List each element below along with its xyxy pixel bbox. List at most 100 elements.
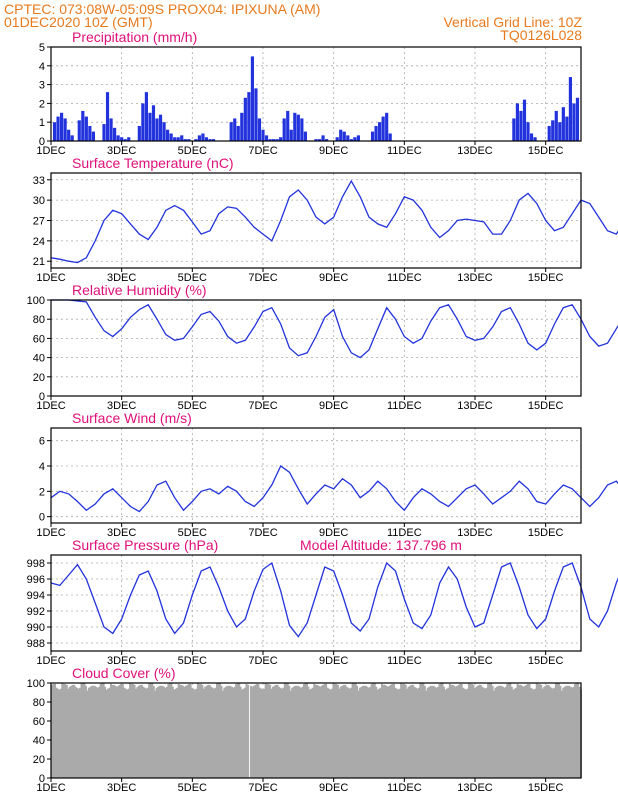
cloud-bar bbox=[106, 688, 110, 778]
cloud-bar bbox=[388, 685, 391, 778]
cloud-bar bbox=[439, 683, 443, 778]
cloud-bar bbox=[403, 683, 406, 778]
cloud-bar bbox=[285, 683, 288, 778]
panel-2: Surface Temperature (nC) 21 24 27 30 33 1DEC 3D… bbox=[33, 155, 618, 284]
cloud-bar bbox=[302, 683, 306, 778]
precip-bar bbox=[127, 137, 131, 141]
cloud-bar bbox=[295, 685, 298, 778]
cloud-bar bbox=[335, 683, 338, 778]
cloud-bar bbox=[478, 684, 481, 778]
x-tick-label: 7DEC bbox=[248, 145, 277, 157]
cloud-bar bbox=[347, 687, 350, 778]
cloud-bar bbox=[168, 683, 171, 778]
cloud-bar bbox=[485, 687, 488, 778]
cloud-bar bbox=[196, 683, 199, 778]
cloud-bar bbox=[96, 687, 99, 778]
cloud-bar bbox=[392, 683, 395, 778]
cloud-bar bbox=[261, 689, 264, 778]
cloud-bar bbox=[510, 686, 513, 778]
precip-bar bbox=[166, 129, 170, 141]
cloud-bar bbox=[341, 685, 344, 778]
cloud-bar bbox=[179, 684, 182, 778]
precip-bar bbox=[243, 97, 247, 141]
cloud-bar bbox=[77, 688, 80, 778]
cloud-bar bbox=[288, 685, 291, 778]
cloud-bar bbox=[202, 688, 205, 778]
cloud-bar bbox=[348, 688, 351, 778]
precip-bar bbox=[67, 129, 71, 141]
cloud-bar bbox=[130, 683, 133, 778]
cloud-bar bbox=[428, 686, 431, 778]
x-tick-label: 1DEC bbox=[36, 145, 65, 157]
cloud-bar bbox=[360, 686, 363, 778]
cloud-bar bbox=[310, 688, 313, 778]
x-tick-label: 13DEC bbox=[457, 145, 493, 157]
y-tick-label: 0 bbox=[39, 136, 45, 148]
cloud-bar bbox=[186, 684, 189, 778]
cloud-bar bbox=[99, 683, 102, 778]
x-tick-label: 3DEC bbox=[107, 527, 136, 539]
cloud-bar bbox=[472, 684, 475, 778]
cloud-bar bbox=[152, 685, 155, 778]
cloud-bar bbox=[578, 686, 581, 778]
cloud-bar bbox=[188, 683, 191, 778]
cloud-bar bbox=[507, 683, 510, 778]
cloud-bar bbox=[319, 686, 322, 778]
precip-bar bbox=[247, 92, 251, 141]
cloud-bar bbox=[487, 683, 490, 778]
cloud-bar bbox=[389, 684, 392, 778]
series-line bbox=[50, 465, 618, 513]
cloud-bar bbox=[363, 685, 366, 778]
cloud-bar bbox=[350, 687, 353, 778]
cloud-bar bbox=[532, 689, 535, 778]
cloud-bar bbox=[217, 683, 220, 778]
cloud-bar bbox=[145, 688, 148, 778]
cloud-bar bbox=[476, 685, 479, 778]
precip-bar bbox=[381, 116, 385, 141]
x-tick-label: 5DEC bbox=[178, 145, 207, 157]
cloud-bar bbox=[394, 687, 397, 778]
precip-bar bbox=[84, 116, 88, 141]
cloud-bar bbox=[161, 685, 164, 778]
precip-bar bbox=[141, 103, 145, 141]
cloud-bar bbox=[513, 688, 516, 778]
cloud-bar bbox=[569, 686, 572, 778]
cloud-bar bbox=[164, 687, 167, 778]
cloud-bar bbox=[266, 683, 269, 778]
cloud-bar bbox=[246, 684, 250, 778]
precip-bar bbox=[575, 97, 580, 141]
cloud-bar bbox=[386, 686, 390, 778]
cloud-bar bbox=[108, 687, 111, 778]
x-tick-label: 7DEC bbox=[248, 400, 277, 412]
cloud-bar bbox=[55, 687, 58, 778]
cloud-bar bbox=[313, 683, 316, 778]
cloud-bar bbox=[115, 686, 118, 778]
cloud-bar bbox=[378, 688, 381, 778]
cloud-bar bbox=[226, 685, 229, 778]
cloud-bar bbox=[148, 683, 151, 778]
cloud-bar bbox=[160, 685, 163, 778]
x-tick-label: 9DEC bbox=[319, 527, 348, 539]
cloud-bar bbox=[358, 687, 362, 778]
panel-frame bbox=[50, 554, 582, 652]
cloud-bar bbox=[497, 685, 500, 778]
x-tick-label: 7DEC bbox=[248, 782, 277, 794]
precip-bar bbox=[56, 116, 60, 141]
precip-bar bbox=[529, 133, 534, 141]
precip-bar bbox=[208, 139, 212, 141]
precip-bar bbox=[547, 125, 551, 141]
cloud-bar bbox=[538, 683, 541, 778]
cloud-bar bbox=[167, 683, 170, 778]
y-tick-label: 0 bbox=[39, 773, 45, 785]
x-tick-label: 5DEC bbox=[178, 272, 207, 284]
x-tick-label: 13DEC bbox=[457, 655, 493, 667]
cloud-bar bbox=[322, 684, 325, 778]
precip-bar bbox=[236, 125, 240, 141]
precip-bar bbox=[565, 116, 569, 141]
precip-bar bbox=[282, 118, 286, 141]
cloud-bar bbox=[56, 688, 59, 778]
cloud-bar bbox=[180, 684, 183, 778]
cloud-bar bbox=[320, 685, 323, 778]
cloud-bar bbox=[238, 683, 241, 778]
